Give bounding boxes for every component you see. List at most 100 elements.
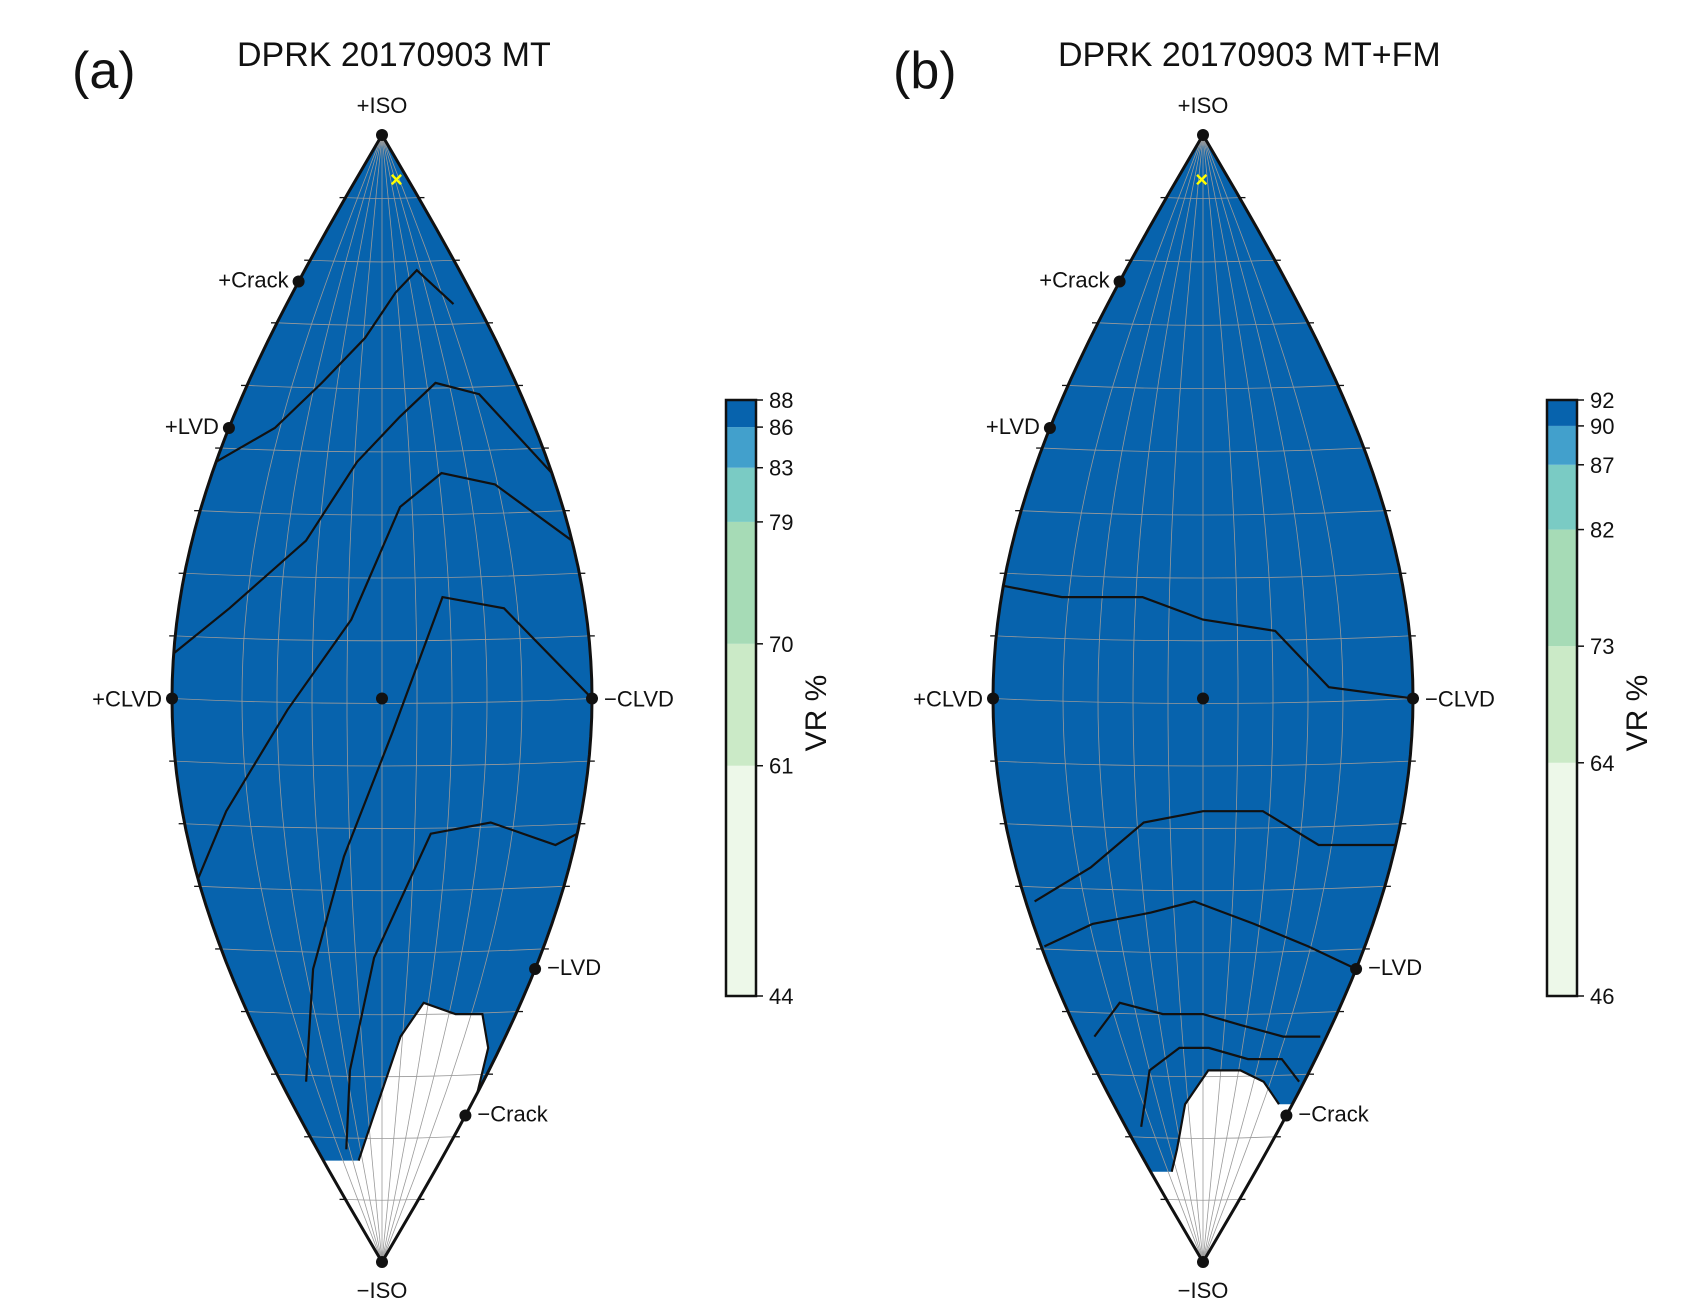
lune-parallel: [1166, 197, 1240, 199]
lune-meridian: [311, 135, 383, 1262]
vr-contour-86: [357, 1001, 490, 1161]
ref-point-dot: [1197, 129, 1209, 141]
colorbar-band-5: [726, 400, 756, 428]
lune-parallel: [1021, 885, 1385, 892]
ref-point-dot: [987, 692, 999, 705]
colorbar-band-0: [726, 765, 756, 996]
ref-point-label: −Crack: [477, 1101, 548, 1126]
ref-point-label: −LVD: [547, 955, 601, 980]
lune-parallel: [1005, 572, 1401, 579]
lune-parallel: [221, 948, 543, 954]
ref-point-dot: [1350, 962, 1363, 975]
panel-label: (b): [893, 42, 957, 100]
vr-contour-70: [196, 471, 573, 880]
lune-parallel: [276, 1073, 488, 1078]
ref-point-label: +ISO: [357, 93, 408, 118]
ref-point-label: −CLVD: [1425, 687, 1495, 712]
colorbar-tick-label: 88: [769, 388, 793, 413]
lune-meridian: [1202, 135, 1274, 1262]
ref-point-label: −CLVD: [604, 687, 674, 712]
panel-title: DPRK 20170903 MT: [237, 36, 551, 74]
colorbar-tick-label: 79: [769, 510, 793, 535]
lune-meridian: [381, 135, 523, 1262]
lune-meridian: [1132, 135, 1204, 1262]
lune-parallel: [996, 635, 1410, 642]
lune-parallel: [1067, 385, 1339, 390]
lune-parallel: [1097, 322, 1309, 326]
panel-label: (a): [72, 42, 136, 100]
colorbar-band-5: [1547, 400, 1577, 426]
colorbar-tick-label: 87: [1590, 453, 1614, 478]
lune-meridian: [381, 135, 418, 1262]
colorbar-tick-label: 64: [1590, 751, 1614, 776]
colorbar-tick-label: 83: [769, 456, 793, 481]
lune-parallel: [200, 510, 564, 516]
lune-center-dot: [1197, 692, 1209, 705]
vr-contour-82: [1093, 1001, 1321, 1038]
colorbar-band-4: [726, 427, 756, 468]
lune-meridian: [1062, 135, 1204, 1262]
lune-parallel: [310, 1136, 454, 1139]
panel-title: DPRK 20170903 MT+FM: [1058, 36, 1441, 74]
ref-point-dot: [459, 1109, 472, 1122]
colorbar-band-1: [1547, 646, 1577, 763]
ref-point-dot: [166, 692, 178, 705]
lune-parallel: [1166, 1198, 1240, 1201]
ref-point-dot: [376, 1256, 388, 1268]
ref-point-label: −ISO: [1178, 1278, 1229, 1303]
lune-parallel: [1131, 1136, 1275, 1139]
lune-parallel: [1005, 823, 1401, 829]
lune-parallel: [345, 1198, 419, 1201]
ref-point-label: +CLVD: [913, 687, 983, 712]
lune-center-dot: [376, 692, 388, 705]
lune-parallel: [200, 885, 564, 892]
colorbar-frame: [1545, 398, 1579, 998]
lune-parallel: [246, 385, 518, 390]
ref-point-dot: [529, 962, 542, 975]
vr-contours: [173, 268, 592, 1161]
colorbar-tick-label: 46: [1590, 984, 1614, 1009]
lune-parallel: [276, 322, 488, 326]
lune-meridian: [381, 135, 453, 1262]
ref-point-label: +Crack: [218, 268, 289, 293]
colorbar-frame: [724, 398, 758, 998]
vr-contour-90: [1170, 1069, 1280, 1173]
ref-point-dot: [1407, 692, 1419, 705]
colorbar-band-1: [726, 643, 756, 766]
colorbar-tick-label: 61: [769, 754, 793, 779]
ref-point-label: −Crack: [1298, 1101, 1369, 1126]
lune-parallel: [221, 447, 543, 453]
lune-parallel: [175, 760, 589, 767]
lune-meridian: [241, 135, 383, 1262]
vr-contour-46: [1003, 584, 1413, 700]
lune-meridian: [1202, 135, 1344, 1262]
colorbar-band-2: [726, 521, 756, 644]
ref-point-label: +CLVD: [92, 687, 162, 712]
colorbar-label: VR %: [1621, 675, 1654, 752]
colorbar-tick-label: 82: [1590, 518, 1614, 543]
vr-contour-44: [215, 268, 455, 463]
lune-meridian: [1167, 135, 1204, 1262]
lune-parallel: [1042, 447, 1364, 453]
lune-meridian: [276, 135, 383, 1262]
vr-contour-83: [345, 821, 578, 1150]
ref-point-dot: [1113, 275, 1126, 288]
colorbar-tick-label: 73: [1590, 634, 1614, 659]
ref-point-label: +ISO: [1178, 93, 1229, 118]
lune-meridian: [346, 135, 383, 1262]
vr-contours: [1003, 584, 1413, 1173]
colorbar-tick-label: 44: [769, 984, 793, 1009]
ref-point-label: +LVD: [986, 414, 1040, 439]
lune-meridian: [1202, 135, 1309, 1262]
lune-parallel: [1021, 510, 1385, 516]
colorbar-band-3: [1547, 464, 1577, 530]
lune-meridian: [1202, 135, 1239, 1262]
vr-contour-64: [1034, 810, 1396, 903]
vr-contour-87: [1140, 1046, 1300, 1127]
lune-parallel: [310, 259, 454, 263]
lune-parallel: [345, 197, 419, 199]
panel-b: +ISO +Crack +LVD +CLVD −CLVD −LVD −Crack −ISO × (…: [893, 36, 1654, 1303]
lune-parallel: [1042, 948, 1364, 954]
ref-point-dot: [1197, 1256, 1209, 1268]
lune-parallel: [246, 1011, 518, 1016]
